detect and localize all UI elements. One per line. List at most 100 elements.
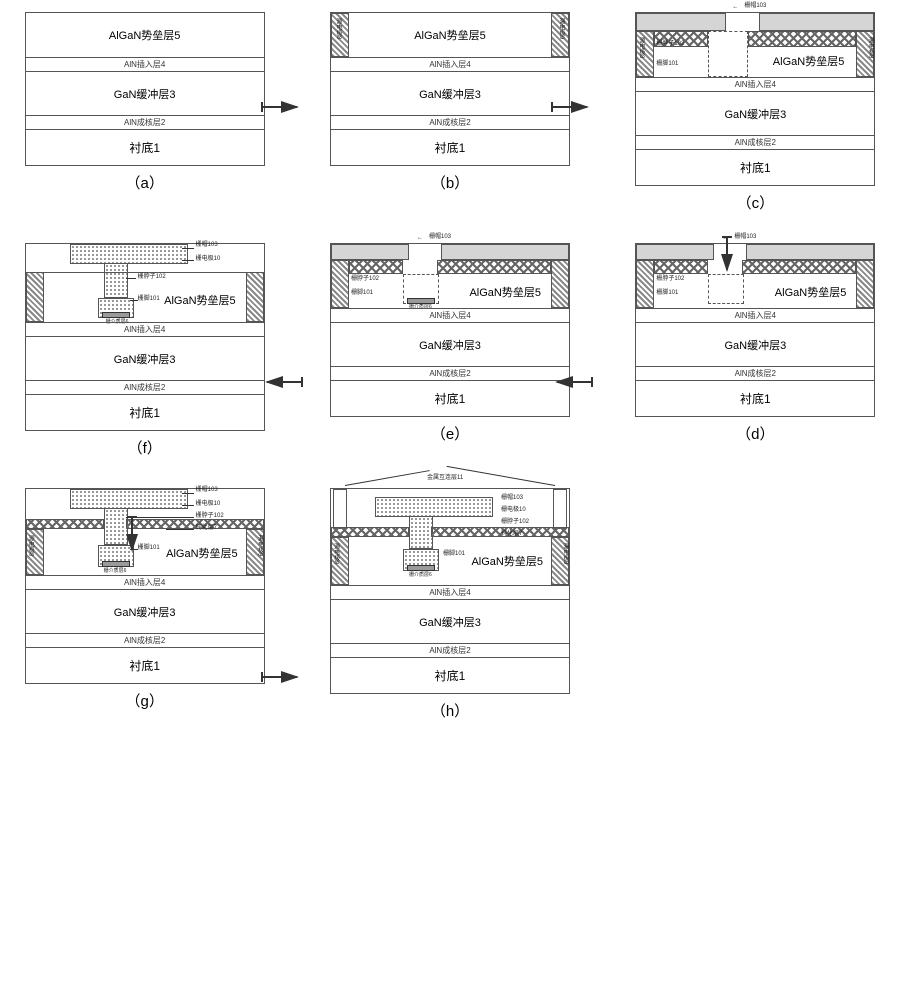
substrate-layer: 衬底1 xyxy=(331,657,569,693)
nucleation-layer: AlN成核层2 xyxy=(331,643,569,657)
insert-layer: AlN插入层4 xyxy=(331,308,569,322)
insert-layer: AlN插入层4 xyxy=(636,77,874,91)
top-region-g: AlGaN势垒层5 栅帽103 栅电极10 栅脖子102 钝化层7 栅脚101 … xyxy=(26,489,264,575)
ann-neck: 栅脖子102 xyxy=(138,274,166,281)
nucleation-layer: AlN成核层2 xyxy=(26,380,264,394)
insert-layer: AlN插入层4 xyxy=(331,585,569,599)
panel-a: AlGaN势垒层5 AlN插入层4 GaN缓冲层3 AlN成核层2 衬底1 （a… xyxy=(12,12,277,213)
ann-interconnect: 金属互连层11 xyxy=(427,475,463,482)
panel-e: AlGaN势垒层5 ← 栅帽103 栅脖子102 栅脚101 栅介质层6 AlN… xyxy=(317,243,582,458)
caption-f: （f） xyxy=(128,437,162,458)
buffer-layer: GaN缓冲层3 xyxy=(331,322,569,366)
caption-a: （a） xyxy=(125,172,163,193)
buffer-layer: GaN缓冲层3 xyxy=(636,322,874,366)
buffer-layer: GaN缓冲层3 xyxy=(26,71,264,115)
caption-h: （h） xyxy=(431,700,469,721)
nucleation-layer: AlN成核层2 xyxy=(26,115,264,129)
caption-c: （c） xyxy=(737,192,775,213)
ann-foot: 栅脚101 xyxy=(351,290,373,297)
buffer-layer: GaN缓冲层3 xyxy=(26,589,264,633)
ann-foot: 栅脚101 xyxy=(138,296,160,303)
drain-electrode xyxy=(856,260,874,308)
barrier-label: AlGaN势垒层5 xyxy=(775,284,847,300)
ann-neck: 栅脖子102 xyxy=(656,41,684,48)
ann-cap: 栅帽103 xyxy=(196,242,218,249)
ann-diel: 栅介质层6 xyxy=(409,573,432,579)
buffer-layer: GaN缓冲层3 xyxy=(636,91,874,135)
top-region-h: AlGaN势垒层5 金属互连层11 栅帽103 栅电极10 栅脖子102 钝化层… xyxy=(331,489,569,585)
cap-right xyxy=(441,244,569,260)
mask-right xyxy=(437,260,551,274)
caption-d: （d） xyxy=(736,423,774,444)
ann-foot: 栅脚101 xyxy=(656,290,678,297)
cap-right xyxy=(746,244,874,260)
nucleation-layer: AlN成核层2 xyxy=(331,115,569,129)
barrier-with-electrodes: AlGaN势垒层5 源电极8 漏电极9 xyxy=(331,13,569,57)
buffer-layer: GaN缓冲层3 xyxy=(331,599,569,643)
gate-dielectric xyxy=(407,565,435,571)
source-electrode: 源电极8 xyxy=(331,13,349,57)
nucleation-layer: AlN成核层2 xyxy=(26,633,264,647)
nucleation-layer: AlN成核层2 xyxy=(636,135,874,149)
ann-neck: 栅脖子102 xyxy=(196,513,224,520)
ann-foot: 栅脚101 xyxy=(443,551,465,558)
barrier-label: AlGaN势垒层5 xyxy=(164,292,236,308)
source-electrode xyxy=(331,260,349,308)
passivation-left xyxy=(331,527,409,537)
barrier-label: AlGaN势垒层5 xyxy=(166,545,238,561)
nucleation-layer: AlN成核层2 xyxy=(331,366,569,380)
buffer-layer: GaN缓冲层3 xyxy=(331,71,569,115)
passivation-right xyxy=(431,527,569,537)
substrate-layer: 衬底1 xyxy=(331,380,569,416)
gate-cap xyxy=(70,244,188,264)
ann-pass: 钝化层7 xyxy=(501,531,522,538)
insert-layer: AlN插入层4 xyxy=(636,308,874,322)
top-region-f: AlGaN势垒层5 栅帽103 栅电极10 栅脖子102 栅脚101 栅介质层6 xyxy=(26,244,264,322)
mask-left xyxy=(654,260,708,274)
mask-right xyxy=(748,31,856,47)
caption-e: （e） xyxy=(431,423,469,444)
gate-cap xyxy=(375,497,493,517)
ann-pass: 钝化层7 xyxy=(196,525,217,532)
gate-stem xyxy=(104,509,128,545)
barrier-label: AlGaN势垒层5 xyxy=(471,553,543,569)
panel-h: AlGaN势垒层5 金属互连层11 栅帽103 栅电极10 栅脖子102 钝化层… xyxy=(317,488,582,721)
ann-cap: 栅帽103 xyxy=(196,487,218,494)
interconnect-left xyxy=(333,489,347,529)
ann-electrode: 栅电极10 xyxy=(196,256,221,263)
drain-electrode xyxy=(551,260,569,308)
ann-foot: 栅脚101 xyxy=(138,545,160,552)
substrate-layer: 衬底1 xyxy=(636,149,874,185)
ann-foot: 栅脚101 xyxy=(656,61,678,68)
insert-layer: AlN插入层4 xyxy=(26,322,264,336)
panel-c: AlGaN势垒层5 ← 栅帽103 栅脖子102 栅脚101 源电极8 漏电极9… xyxy=(623,12,888,213)
empty-cell xyxy=(623,488,888,721)
ann-electrode: 栅电极10 xyxy=(196,501,221,508)
ann-neck: 栅脖子102 xyxy=(351,276,379,283)
mask-right xyxy=(742,260,856,274)
ann-electrode: 栅电极10 xyxy=(501,507,526,514)
barrier-layer: AlGaN势垒层5 xyxy=(26,13,264,57)
cap-left xyxy=(331,244,409,260)
insert-layer: AlN插入层4 xyxy=(331,57,569,71)
ann-diel: 栅介质层6 xyxy=(104,569,127,575)
drain-electrode: 漏电极9 xyxy=(551,13,569,57)
substrate-layer: 衬底1 xyxy=(636,380,874,416)
substrate-layer: 衬底1 xyxy=(26,129,264,165)
ann-neck: 栅脖子102 xyxy=(501,519,529,526)
barrier-label: AlGaN势垒层5 xyxy=(773,53,845,69)
interconnect-right xyxy=(553,489,567,529)
ann-cap: 栅帽103 xyxy=(501,495,523,502)
buffer-layer: GaN缓冲层3 xyxy=(26,336,264,380)
substrate-layer: 衬底1 xyxy=(331,129,569,165)
passivation-left xyxy=(26,519,104,529)
panel-f: AlGaN势垒层5 栅帽103 栅电极10 栅脖子102 栅脚101 栅介质层6… xyxy=(12,243,277,458)
source-electrode xyxy=(636,260,654,308)
gate-trench xyxy=(708,274,744,304)
gate-stem xyxy=(409,517,433,549)
insert-layer: AlN插入层4 xyxy=(26,57,264,71)
drain-electrode xyxy=(246,272,264,322)
mask-left xyxy=(349,260,403,274)
caption-g: （g） xyxy=(125,690,163,711)
panel-d: AlGaN势垒层5 ← 栅帽103 栅脖子102 栅脚101 AlN插入层4 G… xyxy=(623,243,888,458)
